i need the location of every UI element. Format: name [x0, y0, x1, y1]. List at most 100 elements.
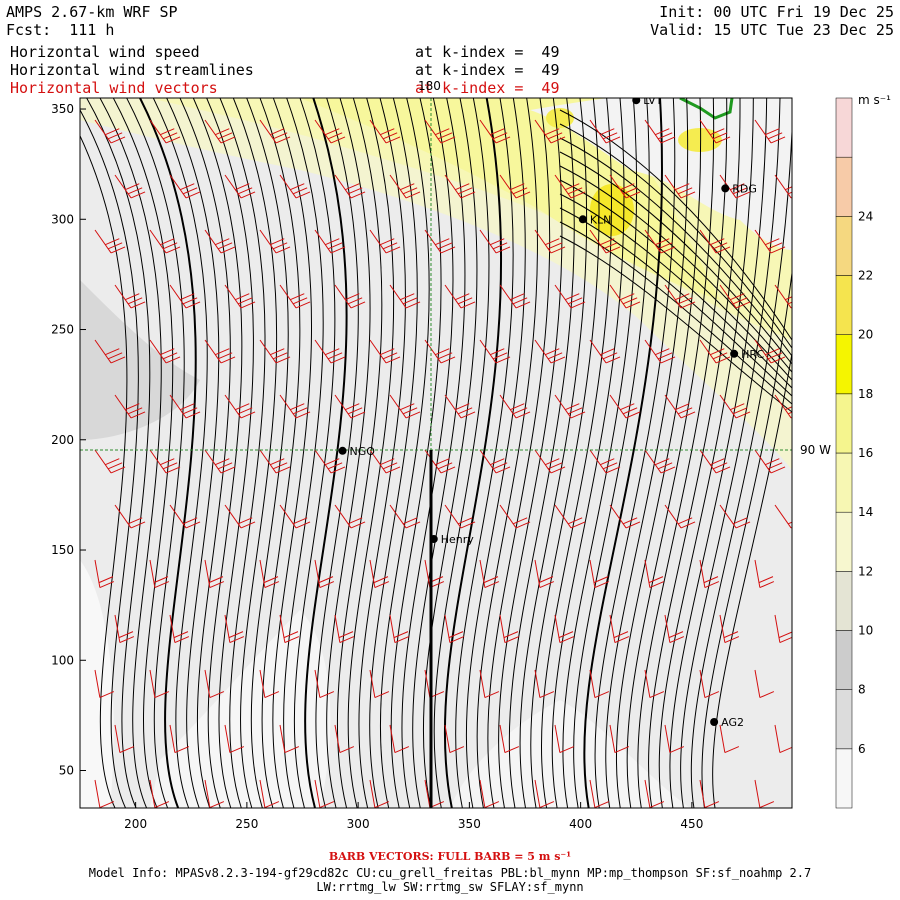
wind-barb [334, 614, 355, 644]
wind-barb [369, 339, 401, 364]
wind-barb [94, 339, 126, 364]
colorbar-swatch [835, 97, 853, 158]
colorbar-label: 20 [858, 328, 873, 342]
y-tick-label: 100 [51, 653, 74, 667]
streamlines [80, 98, 792, 808]
speed-shade-10 [80, 280, 200, 440]
wind-barb [204, 669, 225, 699]
colorbar: 6 8 10 12 14 16 18 20 22 24 [835, 97, 873, 809]
streamline [476, 98, 538, 808]
wind-barb [114, 284, 146, 309]
streamline [573, 98, 650, 808]
streamline [562, 98, 638, 808]
wind-barb [314, 229, 346, 254]
wind-barb [424, 339, 456, 364]
station-label: LVT [643, 94, 662, 107]
wind-barb [554, 174, 586, 199]
wind-barb [149, 449, 181, 474]
wind-barb [754, 779, 775, 808]
streamline [519, 98, 588, 808]
wind-barb [699, 559, 720, 589]
x-axis: 200 250 300 350 400 450 [124, 802, 703, 831]
wind-barb [259, 779, 280, 808]
colorbar-swatch [835, 334, 853, 395]
colorbar-label: 22 [858, 269, 873, 283]
streamline [583, 98, 664, 808]
wind-barb [534, 229, 566, 254]
init-time: Init: 00 UTC Fri 19 Dec 25 [659, 3, 894, 21]
station-label: AG2 [721, 716, 744, 729]
wind-barb [389, 174, 421, 199]
wind-barb [754, 669, 775, 699]
station-label: Henry [441, 533, 475, 546]
streamline [594, 98, 676, 808]
y-tick-label: 50 [59, 764, 74, 778]
streamline [80, 109, 139, 808]
streamline [379, 98, 430, 808]
colorbar-label: 14 [858, 505, 873, 519]
wind-barb [754, 339, 786, 364]
wind-barb [699, 449, 731, 474]
streamline [112, 98, 174, 808]
wind-barb [444, 724, 465, 754]
wind-barb [204, 339, 236, 364]
wind-barb [754, 559, 775, 589]
wind-barb [444, 394, 476, 419]
wind-barb [389, 504, 421, 529]
wind-barb [279, 174, 311, 199]
field-level-vectors: at k-index = 49 [415, 79, 560, 97]
wind-barb [114, 724, 135, 754]
streamline [712, 350, 792, 808]
wind-barb [169, 394, 201, 419]
wind-barb [534, 339, 566, 364]
wind-barb [444, 174, 476, 199]
coastline [679, 98, 734, 120]
streamline [680, 98, 781, 808]
streamline [559, 179, 792, 381]
streamline [139, 98, 197, 808]
wind-barb [279, 504, 311, 529]
wind-barb [719, 614, 740, 644]
wind-barb [699, 339, 731, 364]
wind-barb [719, 504, 751, 529]
wind-barb [699, 779, 720, 808]
wind-barb [149, 559, 170, 589]
wind-barb [149, 229, 181, 254]
streamline [605, 98, 689, 808]
speed-max-blob-2 [678, 128, 722, 152]
colorbar-swatch [835, 511, 853, 572]
wind-barb [149, 119, 181, 144]
wind-barb [204, 119, 236, 144]
y-tick-label: 300 [51, 212, 74, 226]
wind-barb [589, 119, 621, 144]
wind-barb [664, 504, 696, 529]
wind-barb [204, 779, 225, 808]
station-marker [721, 184, 730, 193]
streamline [498, 98, 563, 808]
colorbar-units: m s⁻¹ [858, 93, 891, 107]
wind-barb [479, 449, 511, 474]
wind-barb [94, 449, 126, 474]
y-tick-label: 250 [51, 323, 74, 337]
streamline [422, 98, 478, 808]
streamline [232, 98, 278, 808]
colorbar-label: 16 [858, 446, 873, 460]
wind-barb [609, 724, 630, 754]
streamline [86, 98, 151, 808]
streamline [152, 98, 208, 808]
wind-barb [224, 724, 245, 754]
streamline [246, 98, 289, 808]
wind-barb [279, 284, 311, 309]
wind-barb [224, 614, 245, 644]
wind-barb [554, 614, 575, 644]
x-tick-label: 200 [124, 817, 147, 831]
model-info: Model Info: MPASv8.2.3-194-gf29cd82c CU:… [88, 866, 812, 880]
wind-barb [664, 614, 685, 644]
wind-barb [259, 119, 291, 144]
wind-barb [719, 284, 751, 309]
wind-barb [589, 449, 621, 474]
model-info-physics: LW:rrtmg_lw SW:rrtmg_sw SFLAY:sf_mynn [316, 880, 584, 894]
wind-barb [699, 119, 731, 144]
x-tick-label: 400 [569, 817, 592, 831]
